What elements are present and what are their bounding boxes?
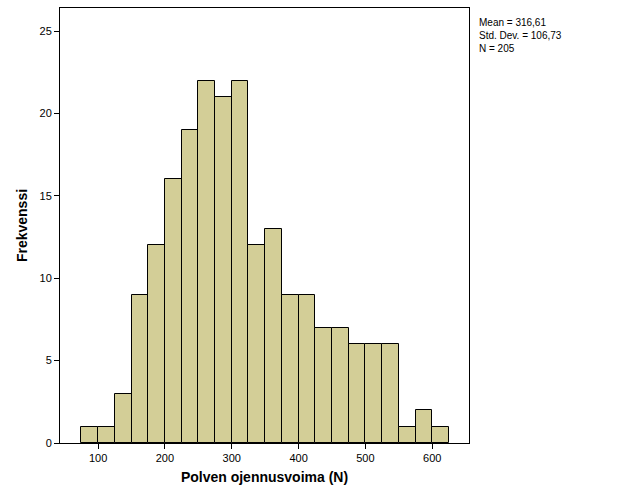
svg-text:200: 200 (156, 452, 174, 464)
svg-text:25: 25 (40, 25, 52, 37)
svg-text:5: 5 (46, 354, 52, 366)
svg-text:10: 10 (40, 272, 52, 284)
svg-text:Mean = 316,61Std. Dev. = 106,7: Mean = 316,61Std. Dev. = 106,73N = 205 (479, 17, 562, 54)
svg-text:20: 20 (40, 107, 52, 119)
svg-text:100: 100 (89, 452, 107, 464)
svg-text:0: 0 (46, 437, 52, 449)
svg-text:15: 15 (40, 190, 52, 202)
svg-text:300: 300 (223, 452, 241, 464)
svg-text:400: 400 (289, 452, 307, 464)
svg-text:Frekvenssi: Frekvenssi (14, 189, 30, 262)
svg-text:500: 500 (356, 452, 374, 464)
svg-text:600: 600 (423, 452, 441, 464)
svg-text:Polven ojennusvoima (N): Polven ojennusvoima (N) (181, 469, 348, 485)
